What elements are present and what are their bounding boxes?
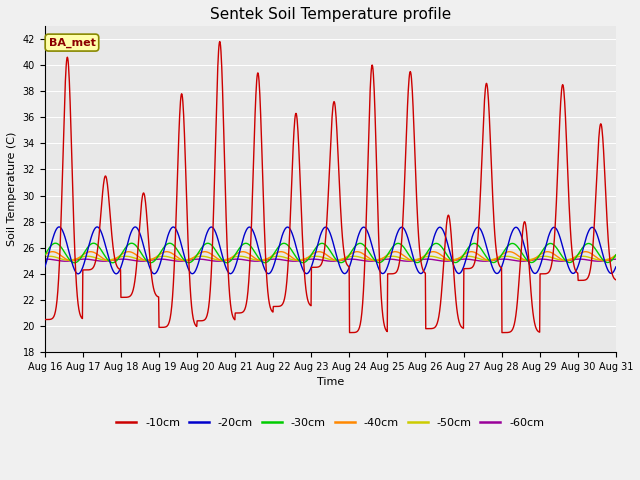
Y-axis label: Soil Temperature (C): Soil Temperature (C) — [7, 132, 17, 246]
Text: BA_met: BA_met — [49, 37, 95, 48]
Title: Sentek Soil Temperature profile: Sentek Soil Temperature profile — [210, 7, 451, 22]
X-axis label: Time: Time — [317, 377, 344, 387]
Legend: -10cm, -20cm, -30cm, -40cm, -50cm, -60cm: -10cm, -20cm, -30cm, -40cm, -50cm, -60cm — [112, 413, 548, 432]
